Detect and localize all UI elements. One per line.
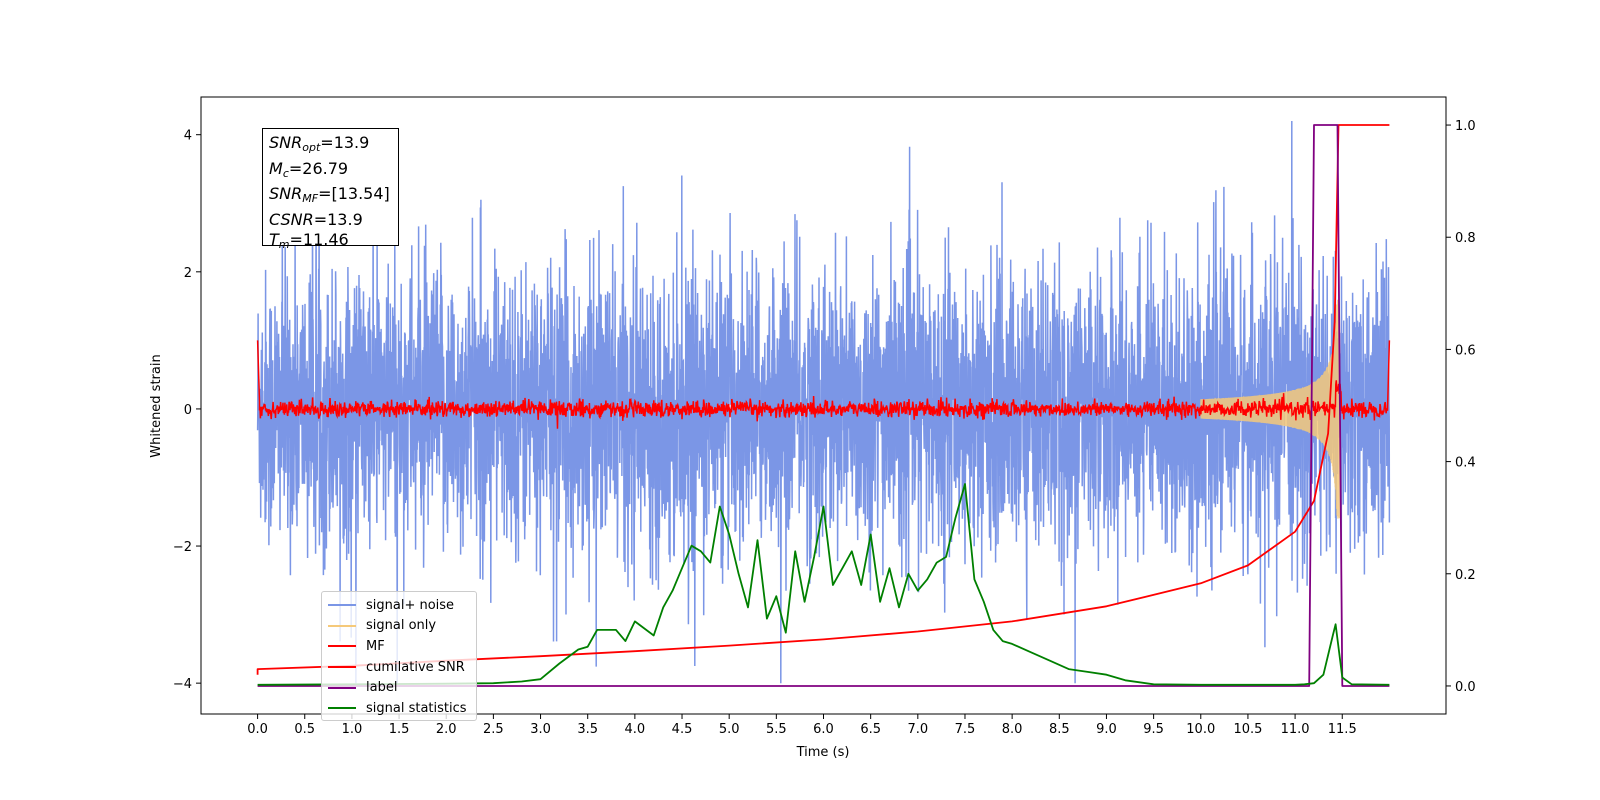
x-tick-label: 4.0 bbox=[625, 722, 646, 737]
x-tick-label: 9.0 bbox=[1096, 722, 1117, 737]
legend-item-cumulative-snr: cumilative SNR bbox=[328, 657, 470, 678]
y-left-tick-label: 0 bbox=[184, 403, 192, 418]
x-axis-ticks: 0.0 0.5 1.0 1.5 2.0 2.5 3.0 3.5 4.0 4.5 5.0 5.5 6.0 6… bbox=[247, 714, 1357, 737]
x-tick-label: 5.5 bbox=[766, 722, 787, 737]
annotation-mc: Mc=26.79 bbox=[269, 158, 349, 180]
signal-statistics-line bbox=[257, 483, 1390, 686]
y-left-tick-label: 4 bbox=[184, 129, 192, 144]
x-tick-label: 5.0 bbox=[719, 722, 740, 737]
label-line bbox=[257, 124, 1390, 687]
x-tick-label: 3.5 bbox=[577, 722, 598, 737]
legend-item-mf: MF bbox=[328, 636, 470, 657]
signal-noise-line bbox=[256, 120, 1391, 684]
legend-swatch bbox=[328, 624, 356, 627]
legend-swatch bbox=[328, 707, 356, 710]
y-left-tick-label: −2 bbox=[173, 540, 192, 555]
legend-swatch bbox=[328, 645, 356, 648]
y-right-tick-label: 0.4 bbox=[1455, 456, 1476, 471]
signal-noise-series bbox=[256, 120, 1391, 684]
y-right-tick-label: 0.8 bbox=[1455, 231, 1476, 246]
legend-swatch bbox=[328, 666, 356, 669]
x-tick-label: 11.0 bbox=[1281, 722, 1310, 737]
x-tick-label: 2.5 bbox=[483, 722, 504, 737]
x-tick-label: 10.5 bbox=[1233, 722, 1262, 737]
x-axis-label: Time (s) bbox=[796, 745, 850, 760]
x-tick-label: 6.0 bbox=[813, 722, 834, 737]
y-axis-right-ticks: 1.0 0.8 0.6 0.4 0.2 0.0 bbox=[1446, 119, 1476, 695]
legend-swatch bbox=[328, 686, 356, 689]
y-left-tick-label: 2 bbox=[184, 266, 192, 281]
x-tick-label: 0.5 bbox=[294, 722, 315, 737]
legend-swatch bbox=[328, 604, 356, 607]
x-tick-label: 4.5 bbox=[672, 722, 693, 737]
x-tick-label: 8.0 bbox=[1002, 722, 1023, 737]
annotation-snr-mf: SNRMF=[13.54] bbox=[269, 184, 390, 205]
legend-item-signal-statistics: signal statistics bbox=[328, 698, 470, 719]
annotation-tm: Tm=11.46 bbox=[269, 230, 349, 251]
x-tick-label: 2.0 bbox=[436, 722, 457, 737]
y-right-tick-label: 0.0 bbox=[1455, 680, 1476, 695]
legend-item-signal-only: signal only bbox=[328, 616, 470, 637]
annotation-csnr: CSNR=13.9 bbox=[269, 209, 363, 229]
x-tick-label: 3.0 bbox=[530, 722, 551, 737]
annotation-snr-opt: SNRopt=13.9 bbox=[269, 133, 370, 154]
mf-series bbox=[256, 340, 1391, 429]
y-right-tick-label: 0.6 bbox=[1455, 343, 1476, 358]
y-axis-left-ticks: 4 2 0 −2 −4 bbox=[173, 129, 201, 692]
mf-line bbox=[256, 340, 1391, 429]
y-axis-label: Whitened strain bbox=[149, 354, 164, 457]
annotation-box: SNRopt=13.9 Mc=26.79 SNRMF=[13.54] CSNR=… bbox=[262, 128, 399, 251]
x-tick-label: 8.5 bbox=[1049, 722, 1070, 737]
legend-item-label: label bbox=[328, 677, 470, 698]
x-tick-label: 6.5 bbox=[860, 722, 881, 737]
x-tick-label: 1.0 bbox=[342, 722, 363, 737]
x-tick-label: 0.0 bbox=[247, 722, 268, 737]
x-tick-label: 9.5 bbox=[1143, 722, 1164, 737]
y-left-tick-label: −4 bbox=[173, 677, 192, 692]
x-tick-label: 1.5 bbox=[389, 722, 410, 737]
x-tick-label: 7.0 bbox=[907, 722, 928, 737]
y-right-tick-label: 1.0 bbox=[1455, 119, 1476, 134]
y-right-tick-label: 0.2 bbox=[1455, 568, 1476, 583]
legend-item-signal-noise: signal+ noise bbox=[328, 595, 470, 616]
legend: signal+ noise signal only MF cumilative … bbox=[321, 591, 477, 721]
x-tick-label: 7.5 bbox=[955, 722, 976, 737]
x-tick-label: 11.5 bbox=[1328, 722, 1357, 737]
x-tick-label: 10.0 bbox=[1186, 722, 1215, 737]
